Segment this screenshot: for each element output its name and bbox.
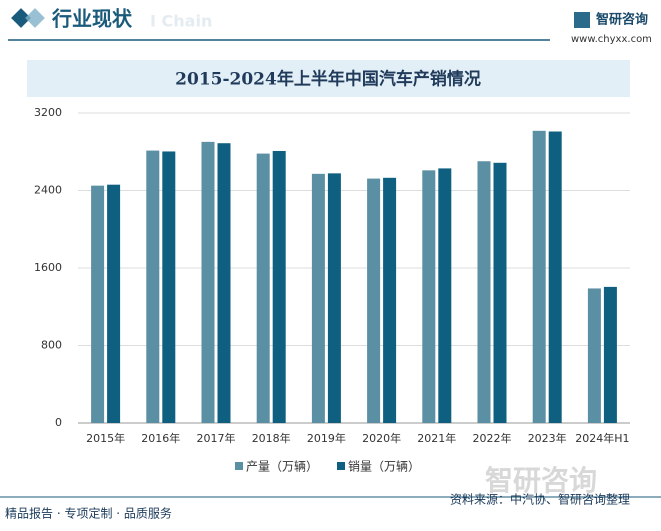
bar bbox=[587, 288, 601, 423]
y-tick-label: 3200 bbox=[34, 106, 62, 119]
bar bbox=[256, 153, 270, 423]
bar bbox=[477, 161, 491, 423]
bar bbox=[201, 141, 215, 423]
header-icon bbox=[11, 8, 31, 28]
bar bbox=[438, 168, 452, 423]
y-tick-label: 800 bbox=[41, 339, 62, 352]
bar bbox=[272, 150, 286, 423]
header-title: 行业现状 bbox=[51, 7, 133, 31]
x-tick-label: 2024年H1 bbox=[575, 431, 629, 445]
title-band bbox=[27, 60, 630, 97]
y-tick-label: 1600 bbox=[34, 261, 62, 274]
header-icon bbox=[25, 8, 45, 28]
chart-title: 2015-2024年上半年中国汽车产销情况 bbox=[175, 69, 481, 90]
plot: 0 800 1600 2400 3200 2015年 2016年 2017年 2018年 2019… bbox=[34, 106, 630, 474]
bar bbox=[327, 173, 341, 423]
bar bbox=[367, 178, 381, 423]
bar bbox=[91, 185, 105, 423]
footer-source: 资料来源：中汽协、智研咨询整理 bbox=[450, 492, 630, 507]
y-tick-label: 0 bbox=[55, 416, 62, 429]
bar bbox=[548, 131, 562, 424]
footer-watermark: 智研咨询 bbox=[485, 464, 597, 497]
logo-icon bbox=[574, 12, 590, 28]
header-watermark: I Chain bbox=[150, 12, 212, 31]
legend-swatch bbox=[337, 462, 345, 470]
bar bbox=[383, 177, 397, 423]
x-tick-label: 2017年 bbox=[197, 431, 236, 445]
x-tick-label: 2015年 bbox=[86, 431, 125, 445]
logo-url: www.chyxx.com bbox=[571, 34, 652, 45]
bar bbox=[493, 162, 507, 423]
bar bbox=[422, 170, 436, 423]
legend-label: 销量（万辆） bbox=[348, 460, 420, 474]
x-tick-label: 2022年 bbox=[473, 431, 512, 445]
x-tick-label: 2016年 bbox=[141, 431, 180, 445]
footer-slogan: 精品报告 · 专项定制 · 品质服务 bbox=[5, 506, 172, 521]
bar bbox=[107, 184, 121, 423]
bar bbox=[146, 150, 160, 423]
bar bbox=[603, 286, 617, 423]
legend-label: 产量（万辆） bbox=[246, 460, 318, 474]
bar bbox=[311, 173, 325, 423]
x-tick-label: 2021年 bbox=[417, 431, 456, 445]
legend-swatch bbox=[235, 462, 243, 470]
logo-name: 智研咨询 bbox=[596, 12, 648, 28]
x-tick-label: 2018年 bbox=[252, 431, 291, 445]
x-tick-label: 2019年 bbox=[307, 431, 346, 445]
x-tick-label: 2020年 bbox=[362, 431, 401, 445]
bar bbox=[162, 151, 176, 423]
bar bbox=[217, 143, 231, 423]
y-tick-label: 2400 bbox=[34, 184, 62, 197]
bar bbox=[532, 130, 546, 423]
x-tick-label: 2023年 bbox=[528, 431, 567, 445]
